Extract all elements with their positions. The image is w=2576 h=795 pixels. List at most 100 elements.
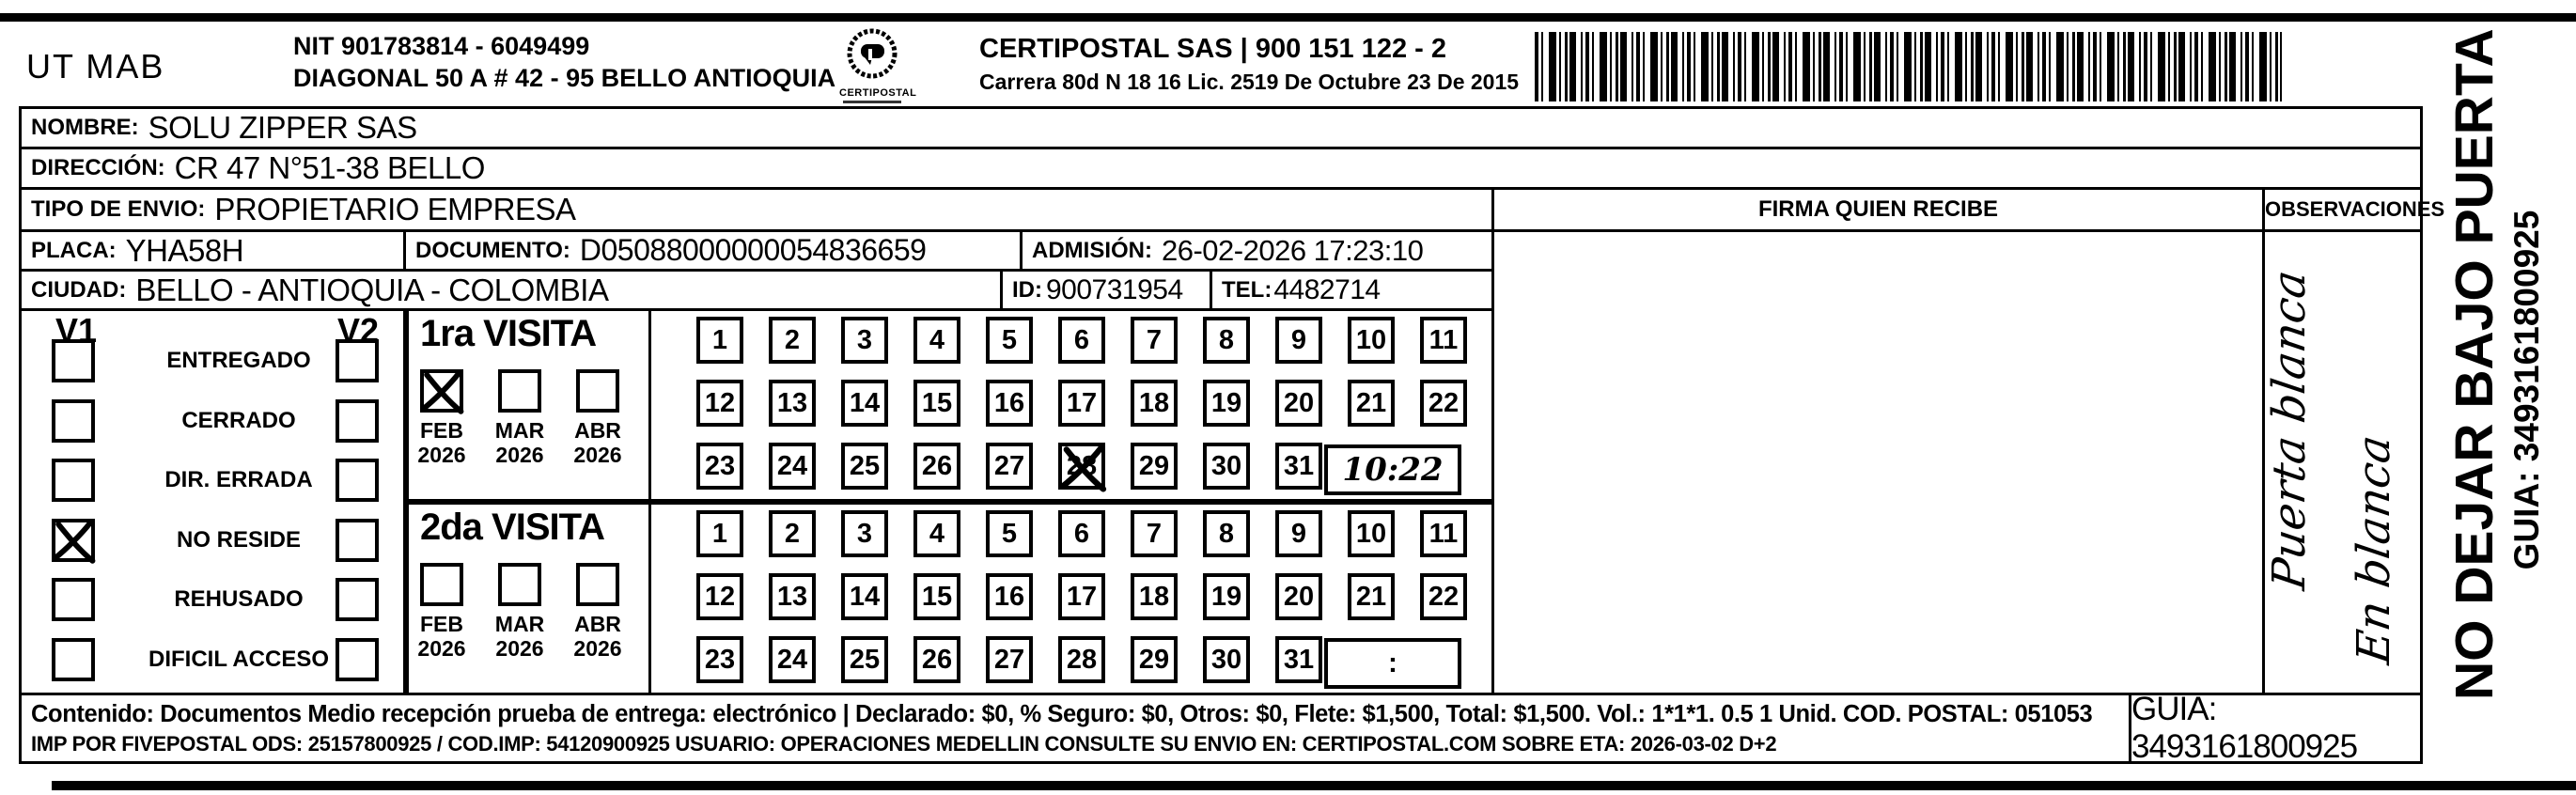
footer-terms-cell: Contenido: Documentos Medio recepción pr… xyxy=(19,693,2131,764)
day-cell-25: 25 xyxy=(841,636,888,683)
v2-column-header: V2 xyxy=(337,311,380,350)
year-label: 2026 xyxy=(417,443,466,467)
documento-value: D05088000000054836659 xyxy=(579,233,927,267)
ciudad-value: BELLO - ANTIOQUIA - COLOMBIA xyxy=(135,272,609,307)
day-cell-24: 24 xyxy=(769,636,816,683)
direccion-value: CR 47 N°51-38 BELLO xyxy=(174,150,486,185)
company-nit: NIT 901783814 - 6049499 xyxy=(293,32,590,60)
tipo-envio-value: PROPIETARIO EMPRESA xyxy=(214,192,576,226)
checkbox-v2-dir-errada xyxy=(336,459,379,502)
day-cell-13: 13 xyxy=(769,380,816,427)
day-cell-18: 18 xyxy=(1131,380,1178,427)
nombre-label: NOMBRE: xyxy=(31,115,139,140)
day-cell-2: 2 xyxy=(769,317,816,364)
day-cell-6: 6 xyxy=(1058,317,1105,364)
handwriting-observaciones-1: Puerta blanca xyxy=(2263,267,2316,593)
year-label: 2026 xyxy=(417,636,466,661)
day-cell-31: 31 xyxy=(1275,636,1322,683)
direccion-label: DIRECCIÓN: xyxy=(31,155,165,180)
field-tel: TEL: 4482714 xyxy=(1210,269,1494,311)
day-cell-14: 14 xyxy=(841,573,888,620)
day-cell-13: 13 xyxy=(769,573,816,620)
checkbox-1ra-visita-mar-2026 xyxy=(498,369,541,413)
bottom-scan-line xyxy=(52,781,2576,790)
field-nombre: NOMBRE: SOLU ZIPPER SAS xyxy=(19,106,2423,149)
visit-1-label-cell: 1ra VISITA FEB 2026 MAR 2026 ABR 2026 xyxy=(406,308,651,502)
checkbox-v2-dificil-acceso xyxy=(336,637,379,681)
firma-header-cell: FIRMA QUIEN RECIBE xyxy=(1491,187,2265,232)
month-label: FEB xyxy=(420,612,463,636)
month-label: MAR xyxy=(494,612,545,636)
day-cell-11: 11 xyxy=(1420,317,1467,364)
org-name: UT MAB xyxy=(26,47,165,86)
day-cell-26: 26 xyxy=(913,636,960,683)
tipo-envio-label: TIPO DE ENVIO: xyxy=(31,196,206,222)
observaciones-header-cell: OBSERVACIONES xyxy=(2262,187,2444,232)
documento-label: DOCUMENTO: xyxy=(415,237,570,263)
day-cell-17: 17 xyxy=(1058,573,1105,620)
checkbox-v1-dir-errada xyxy=(52,459,95,502)
status-option-label: NO RESIDE xyxy=(176,526,302,553)
footer-line1: Contenido: Documentos Medio recepción pr… xyxy=(31,701,2093,727)
year-label: 2026 xyxy=(495,443,544,467)
day-cell-10: 10 xyxy=(1348,317,1395,364)
checkbox-v2-cerrado xyxy=(336,398,379,443)
status-option-label: ENTREGADO xyxy=(166,348,311,373)
day-cell-19: 19 xyxy=(1203,380,1250,427)
day-cell-15: 15 xyxy=(913,573,960,620)
company-license: Carrera 80d N 18 16 Lic. 2519 De Octubre… xyxy=(979,70,1520,94)
checkbox-v2-no-reside xyxy=(336,518,379,562)
status-option-label: DIFICIL ACCESO xyxy=(148,646,329,672)
handwritten-x-icon xyxy=(420,370,464,414)
logo-name: CERTIPOSTAL xyxy=(839,87,917,99)
day-cell-7: 7 xyxy=(1131,317,1178,364)
day-cell-15: 15 xyxy=(913,380,960,427)
no-dejar-bajo-puerta-text: NO DEJAR BAJO PUERTA xyxy=(2444,28,2505,700)
certipostal-logo-icon: CERTIPOSTAL xyxy=(839,26,917,103)
day-cell-11: 11 xyxy=(1420,510,1467,557)
checkbox-v1-dificil-acceso xyxy=(52,637,95,681)
day-cell-22: 22 xyxy=(1420,380,1467,427)
status-option-label: DIR. ERRADA xyxy=(164,467,313,492)
field-tipo-envio: TIPO DE ENVIO: PROPIETARIO EMPRESA xyxy=(19,187,1494,232)
day-cell-9: 9 xyxy=(1275,510,1322,557)
day-cell-23: 23 xyxy=(696,636,743,683)
field-id: ID: 900731954 xyxy=(1000,269,1212,311)
day-cell-1: 1 xyxy=(696,510,743,557)
day-cell-6: 6 xyxy=(1058,510,1105,557)
day-cell-20: 20 xyxy=(1275,573,1322,620)
admision-value: 26-02-2026 17:23:10 xyxy=(1162,233,1424,267)
checkbox-2da-visita-abr-2026 xyxy=(576,563,619,606)
status-checkbox-panel: V1 V2 ENTREGADO CERRADO DIR. ERRADA NO RESI… xyxy=(19,308,406,695)
v1-column-header: V1 xyxy=(55,311,98,350)
checkbox-2da-visita-feb-2026 xyxy=(420,563,463,606)
handwriting-observaciones-2: En blanca xyxy=(2348,431,2400,667)
guia-number-cell: GUIA: 3493161800925 xyxy=(2129,691,2423,765)
day-cell-27: 27 xyxy=(986,636,1033,683)
field-direccion: DIRECCIÓN: CR 47 N°51-38 BELLO xyxy=(19,147,2423,190)
day-cell-30: 30 xyxy=(1203,636,1250,683)
checkbox-2da-visita-mar-2026 xyxy=(498,563,541,606)
admision-label: ADMISIÓN: xyxy=(1032,237,1152,263)
checkbox-1ra-visita-abr-2026 xyxy=(576,369,619,413)
visit-title: 2da VISITA xyxy=(420,507,605,548)
visit-2-label-cell: 2da VISITA FEB 2026 MAR 2026 ABR 2026 xyxy=(406,502,651,695)
observaciones-area xyxy=(2262,229,2423,695)
id-value: 900731954 xyxy=(1046,273,1183,305)
day-cell-4: 4 xyxy=(913,317,960,364)
side-guia-text: GUIA: 3493161800925 xyxy=(2507,210,2546,570)
day-cell-19: 19 xyxy=(1203,573,1250,620)
month-label: ABR xyxy=(574,612,621,636)
day-cell-29: 29 xyxy=(1131,636,1178,683)
day-cell-17: 17 xyxy=(1058,380,1105,427)
firma-area xyxy=(1491,229,2265,695)
day-cell-29: 29 xyxy=(1131,443,1178,490)
placa-label: PLACA: xyxy=(31,237,117,263)
top-scan-line xyxy=(0,13,2576,22)
day-cell-5: 5 xyxy=(986,510,1033,557)
day-cell-2: 2 xyxy=(769,510,816,557)
day-cell-26: 26 xyxy=(913,443,960,490)
day-cell-16: 16 xyxy=(986,573,1033,620)
month-label: ABR xyxy=(574,418,621,443)
day-cell-5: 5 xyxy=(986,317,1033,364)
